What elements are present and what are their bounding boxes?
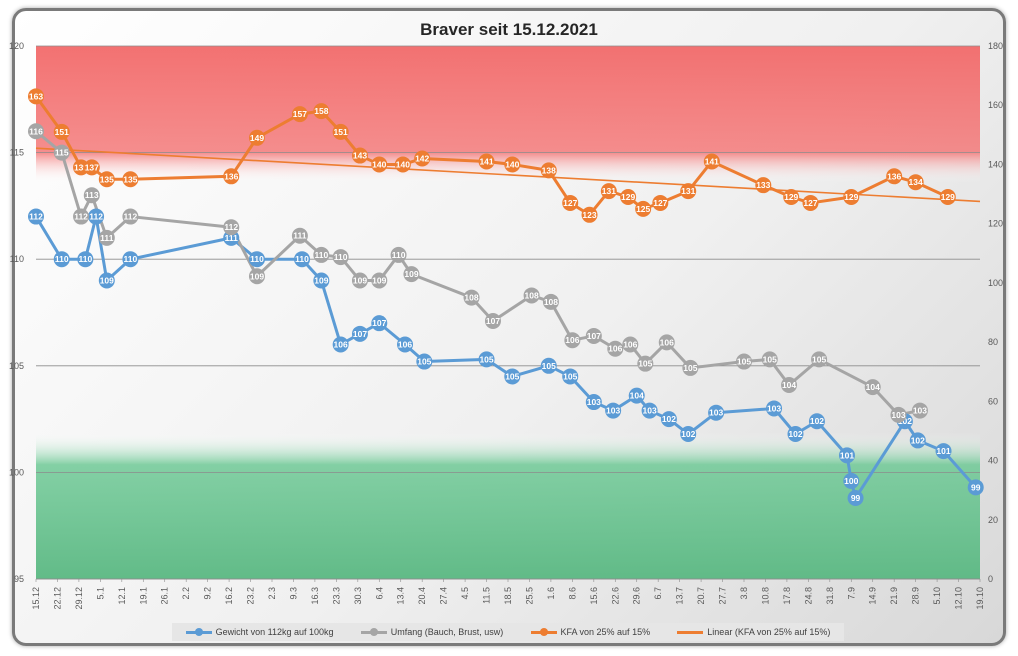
legend-label: Umfang (Bauch, Brust, usw): [390, 627, 504, 637]
legend-swatch: [530, 627, 557, 636]
chart-legend: Gewicht von 112kg auf 100kg Umfang (Bauch…: [172, 623, 844, 641]
legend-label: Gewicht von 112kg auf 100kg: [215, 627, 334, 637]
legend-label: KFA von 25% auf 15%: [560, 627, 651, 637]
legend-swatch: [677, 630, 704, 634]
legend-entry: Linear (KFA von 25% auf 15%): [677, 627, 830, 637]
legend-entry: Gewicht von 112kg auf 100kg: [185, 627, 334, 637]
legend-swatch: [185, 627, 212, 636]
chart-title: Braver seit 15.12.2021: [420, 20, 598, 39]
legend-entry: KFA von 25% auf 15%: [530, 627, 651, 637]
legend-swatch: [360, 627, 387, 636]
chart-frame: [12, 8, 1006, 646]
legend-label: Linear (KFA von 25% auf 15%): [707, 627, 831, 637]
legend-entry: Umfang (Bauch, Brust, usw): [360, 627, 504, 637]
